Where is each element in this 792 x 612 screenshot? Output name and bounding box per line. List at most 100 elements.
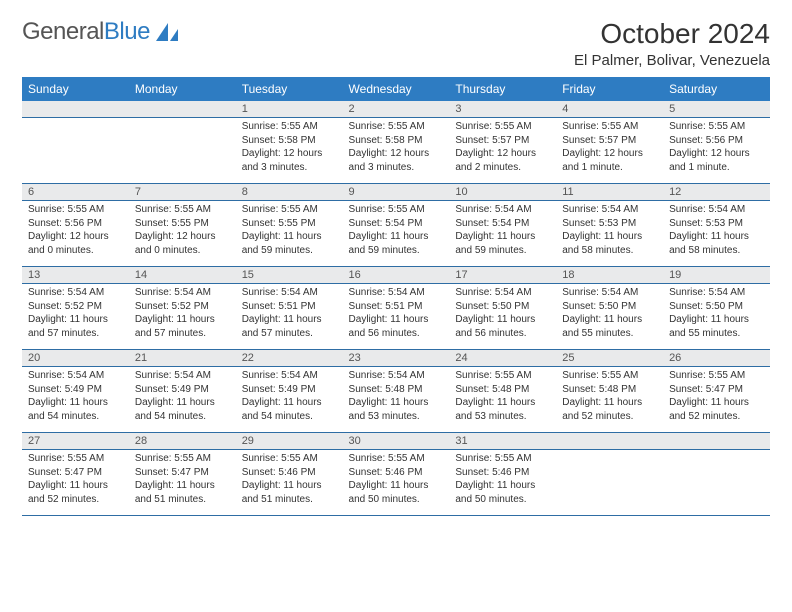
page-title: October 2024 (574, 18, 770, 50)
day-cell: Sunrise: 5:55 AMSunset: 5:54 PMDaylight:… (343, 201, 450, 267)
sunrise-text: Sunrise: 5:55 AM (669, 369, 764, 383)
sunrise-text: Sunrise: 5:55 AM (669, 120, 764, 134)
day-number-cell: 6 (22, 184, 129, 201)
day-number: 24 (449, 350, 556, 366)
day-cell: Sunrise: 5:55 AMSunset: 5:57 PMDaylight:… (449, 118, 556, 184)
day-number-cell: 4 (556, 101, 663, 118)
sunrise-text: Sunrise: 5:55 AM (28, 452, 123, 466)
day-cell: Sunrise: 5:54 AMSunset: 5:53 PMDaylight:… (556, 201, 663, 267)
day-number: 4 (556, 101, 663, 117)
sunset-text: Sunset: 5:52 PM (28, 300, 123, 314)
sunrise-text: Sunrise: 5:54 AM (28, 286, 123, 300)
sunrise-text: Sunrise: 5:54 AM (669, 286, 764, 300)
day-number: 10 (449, 184, 556, 200)
day-cell: Sunrise: 5:54 AMSunset: 5:50 PMDaylight:… (663, 284, 770, 350)
day-cell (556, 450, 663, 516)
sunset-text: Sunset: 5:46 PM (242, 466, 337, 480)
day-cell: Sunrise: 5:54 AMSunset: 5:50 PMDaylight:… (556, 284, 663, 350)
sunrise-text: Sunrise: 5:54 AM (242, 286, 337, 300)
day-number-row: 13141516171819 (22, 267, 770, 284)
sunset-text: Sunset: 5:50 PM (669, 300, 764, 314)
sunrise-text: Sunrise: 5:54 AM (669, 203, 764, 217)
logo-text: GeneralBlue (22, 18, 150, 46)
sunrise-text: Sunrise: 5:55 AM (562, 120, 657, 134)
daylight-text: Daylight: 11 hours and 55 minutes. (562, 313, 657, 340)
sunrise-text: Sunrise: 5:54 AM (349, 286, 444, 300)
sunrise-text: Sunrise: 5:54 AM (28, 369, 123, 383)
daylight-text: Daylight: 11 hours and 53 minutes. (455, 396, 550, 423)
day-number-cell: 17 (449, 267, 556, 284)
day-cell: Sunrise: 5:55 AMSunset: 5:58 PMDaylight:… (343, 118, 450, 184)
sunset-text: Sunset: 5:48 PM (349, 383, 444, 397)
day-number: 19 (663, 267, 770, 283)
day-number-cell: 2 (343, 101, 450, 118)
weekday-header: Wednesday (343, 77, 450, 101)
sunset-text: Sunset: 5:51 PM (349, 300, 444, 314)
day-number-cell: 30 (343, 433, 450, 450)
day-number-cell: 20 (22, 350, 129, 367)
day-cell: Sunrise: 5:54 AMSunset: 5:54 PMDaylight:… (449, 201, 556, 267)
sunrise-text: Sunrise: 5:55 AM (349, 203, 444, 217)
daylight-text: Daylight: 12 hours and 3 minutes. (242, 147, 337, 174)
day-number: 27 (22, 433, 129, 449)
sunset-text: Sunset: 5:54 PM (349, 217, 444, 231)
daylight-text: Daylight: 12 hours and 2 minutes. (455, 147, 550, 174)
sunset-text: Sunset: 5:58 PM (242, 134, 337, 148)
day-cell: Sunrise: 5:54 AMSunset: 5:48 PMDaylight:… (343, 367, 450, 433)
day-cell: Sunrise: 5:55 AMSunset: 5:57 PMDaylight:… (556, 118, 663, 184)
day-number-cell: 7 (129, 184, 236, 201)
day-cell: Sunrise: 5:54 AMSunset: 5:50 PMDaylight:… (449, 284, 556, 350)
sunset-text: Sunset: 5:49 PM (28, 383, 123, 397)
daylight-text: Daylight: 11 hours and 54 minutes. (135, 396, 230, 423)
daylight-text: Daylight: 11 hours and 54 minutes. (28, 396, 123, 423)
day-number: 21 (129, 350, 236, 366)
sunset-text: Sunset: 5:51 PM (242, 300, 337, 314)
daylight-text: Daylight: 11 hours and 56 minutes. (349, 313, 444, 340)
daylight-text: Daylight: 11 hours and 59 minutes. (455, 230, 550, 257)
day-number: 26 (663, 350, 770, 366)
sunset-text: Sunset: 5:56 PM (28, 217, 123, 231)
daylight-text: Daylight: 11 hours and 50 minutes. (455, 479, 550, 506)
weekday-header: Sunday (22, 77, 129, 101)
header-row: GeneralBlue October 2024 El Palmer, Boli… (22, 18, 770, 69)
calendar-table: Sunday Monday Tuesday Wednesday Thursday… (22, 77, 770, 516)
day-number-cell: 1 (236, 101, 343, 118)
day-cell: Sunrise: 5:55 AMSunset: 5:56 PMDaylight:… (663, 118, 770, 184)
day-cell: Sunrise: 5:54 AMSunset: 5:52 PMDaylight:… (129, 284, 236, 350)
weekday-header: Thursday (449, 77, 556, 101)
day-content-row: Sunrise: 5:54 AMSunset: 5:52 PMDaylight:… (22, 284, 770, 350)
day-number-cell: 29 (236, 433, 343, 450)
day-number: 29 (236, 433, 343, 449)
sunrise-text: Sunrise: 5:54 AM (135, 286, 230, 300)
day-number: 31 (449, 433, 556, 449)
day-number-cell: 10 (449, 184, 556, 201)
day-cell: Sunrise: 5:54 AMSunset: 5:49 PMDaylight:… (129, 367, 236, 433)
sunrise-text: Sunrise: 5:55 AM (349, 452, 444, 466)
daylight-text: Daylight: 11 hours and 53 minutes. (349, 396, 444, 423)
day-number-cell (129, 101, 236, 118)
sunset-text: Sunset: 5:52 PM (135, 300, 230, 314)
sunset-text: Sunset: 5:53 PM (562, 217, 657, 231)
sunset-text: Sunset: 5:49 PM (135, 383, 230, 397)
daylight-text: Daylight: 11 hours and 59 minutes. (242, 230, 337, 257)
weekday-header: Tuesday (236, 77, 343, 101)
day-number-cell: 16 (343, 267, 450, 284)
sunrise-text: Sunrise: 5:55 AM (242, 452, 337, 466)
sunset-text: Sunset: 5:57 PM (455, 134, 550, 148)
day-cell: Sunrise: 5:55 AMSunset: 5:46 PMDaylight:… (449, 450, 556, 516)
day-number: 30 (343, 433, 450, 449)
day-number: 5 (663, 101, 770, 117)
day-number-cell: 8 (236, 184, 343, 201)
daylight-text: Daylight: 11 hours and 58 minutes. (562, 230, 657, 257)
day-number-cell: 11 (556, 184, 663, 201)
sunset-text: Sunset: 5:57 PM (562, 134, 657, 148)
day-cell: Sunrise: 5:54 AMSunset: 5:49 PMDaylight:… (22, 367, 129, 433)
weekday-header: Friday (556, 77, 663, 101)
day-cell: Sunrise: 5:55 AMSunset: 5:47 PMDaylight:… (663, 367, 770, 433)
day-number-row: 12345 (22, 101, 770, 118)
day-number: 23 (343, 350, 450, 366)
day-number-cell (22, 101, 129, 118)
day-number: 18 (556, 267, 663, 283)
sunset-text: Sunset: 5:53 PM (669, 217, 764, 231)
day-number: 7 (129, 184, 236, 200)
